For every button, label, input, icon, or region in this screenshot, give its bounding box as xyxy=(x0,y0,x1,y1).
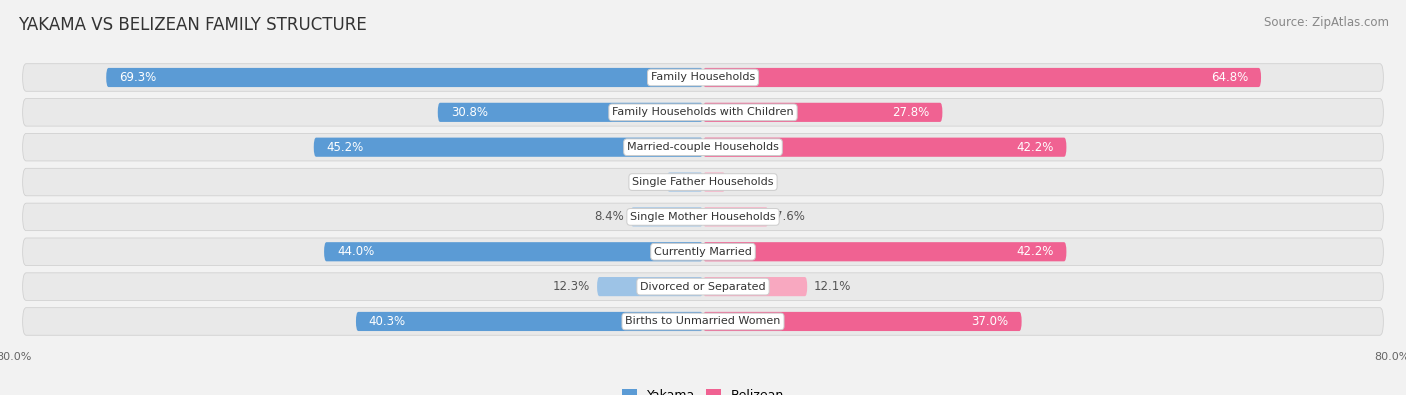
Text: 69.3%: 69.3% xyxy=(120,71,156,84)
FancyBboxPatch shape xyxy=(703,137,1066,157)
Text: 2.6%: 2.6% xyxy=(733,175,762,188)
FancyBboxPatch shape xyxy=(22,238,1384,265)
Text: 4.2%: 4.2% xyxy=(630,175,659,188)
Text: 42.2%: 42.2% xyxy=(1017,141,1053,154)
Text: Single Father Households: Single Father Households xyxy=(633,177,773,187)
Text: YAKAMA VS BELIZEAN FAMILY STRUCTURE: YAKAMA VS BELIZEAN FAMILY STRUCTURE xyxy=(18,16,367,34)
FancyBboxPatch shape xyxy=(703,277,807,296)
Text: Source: ZipAtlas.com: Source: ZipAtlas.com xyxy=(1264,16,1389,29)
FancyBboxPatch shape xyxy=(703,68,1261,87)
Text: Family Households: Family Households xyxy=(651,73,755,83)
FancyBboxPatch shape xyxy=(314,137,703,157)
Text: 12.1%: 12.1% xyxy=(814,280,852,293)
FancyBboxPatch shape xyxy=(631,207,703,226)
Text: Births to Unmarried Women: Births to Unmarried Women xyxy=(626,316,780,326)
FancyBboxPatch shape xyxy=(703,103,942,122)
Text: 64.8%: 64.8% xyxy=(1211,71,1249,84)
FancyBboxPatch shape xyxy=(666,173,703,192)
FancyBboxPatch shape xyxy=(356,312,703,331)
Text: Married-couple Households: Married-couple Households xyxy=(627,142,779,152)
FancyBboxPatch shape xyxy=(703,242,1066,261)
Text: 40.3%: 40.3% xyxy=(368,315,406,328)
Text: 7.6%: 7.6% xyxy=(775,211,806,224)
FancyBboxPatch shape xyxy=(22,273,1384,300)
FancyBboxPatch shape xyxy=(323,242,703,261)
Text: 27.8%: 27.8% xyxy=(893,106,929,119)
Text: Family Households with Children: Family Households with Children xyxy=(612,107,794,117)
Text: 8.4%: 8.4% xyxy=(593,211,624,224)
Text: Single Mother Households: Single Mother Households xyxy=(630,212,776,222)
Text: 42.2%: 42.2% xyxy=(1017,245,1053,258)
FancyBboxPatch shape xyxy=(22,203,1384,231)
Text: 12.3%: 12.3% xyxy=(553,280,591,293)
Text: 45.2%: 45.2% xyxy=(326,141,364,154)
FancyBboxPatch shape xyxy=(22,134,1384,161)
FancyBboxPatch shape xyxy=(22,99,1384,126)
Text: 30.8%: 30.8% xyxy=(451,106,488,119)
Text: 44.0%: 44.0% xyxy=(337,245,374,258)
FancyBboxPatch shape xyxy=(703,312,1022,331)
Text: Currently Married: Currently Married xyxy=(654,247,752,257)
FancyBboxPatch shape xyxy=(598,277,703,296)
Text: Divorced or Separated: Divorced or Separated xyxy=(640,282,766,292)
Legend: Yakama, Belizean: Yakama, Belizean xyxy=(617,384,789,395)
FancyBboxPatch shape xyxy=(22,168,1384,196)
FancyBboxPatch shape xyxy=(703,173,725,192)
Text: 37.0%: 37.0% xyxy=(972,315,1008,328)
FancyBboxPatch shape xyxy=(703,207,769,226)
FancyBboxPatch shape xyxy=(22,64,1384,91)
FancyBboxPatch shape xyxy=(22,308,1384,335)
FancyBboxPatch shape xyxy=(107,68,703,87)
FancyBboxPatch shape xyxy=(437,103,703,122)
